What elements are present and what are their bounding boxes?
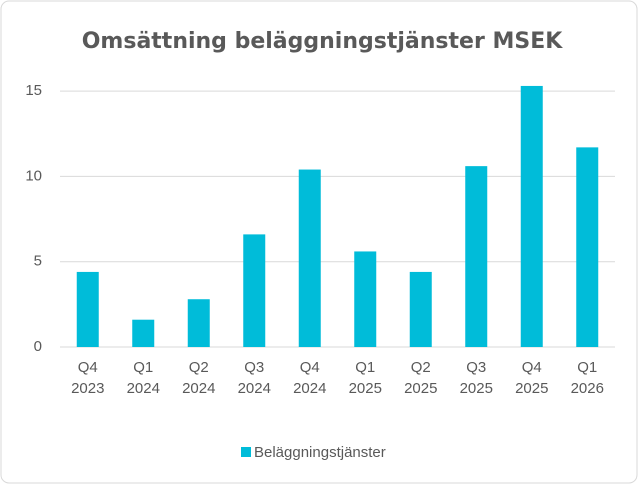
bar (187, 299, 210, 347)
bar (132, 319, 155, 347)
x-tick-label: Q4 (522, 359, 542, 376)
y-tick-label: 0 (34, 338, 42, 355)
x-tick-label: Q2 (411, 359, 431, 376)
y-tick-label: 15 (25, 82, 42, 99)
x-tick-label: 2025 (460, 380, 493, 397)
chart-title: Omsättning beläggningstjänster MSEK (82, 29, 564, 54)
x-tick-label: 2024 (182, 380, 215, 397)
bar (76, 271, 99, 347)
x-tick-label: Q4 (300, 359, 320, 376)
x-tick-label: Q4 (78, 359, 98, 376)
legend-label: Beläggningstjänster (254, 444, 386, 461)
bar (298, 169, 321, 347)
x-tick-label: 2024 (127, 380, 160, 397)
x-tick-label: Q3 (466, 359, 486, 376)
x-tick-label: 2026 (571, 380, 604, 397)
bar (576, 147, 599, 347)
bar (354, 251, 377, 347)
x-tick-label: Q1 (133, 359, 153, 376)
bar (409, 271, 432, 347)
y-tick-label: 5 (34, 253, 42, 270)
bar (520, 85, 543, 347)
x-tick-label: Q1 (355, 359, 375, 376)
x-tick-label: 2025 (515, 380, 548, 397)
x-tick-label: Q1 (577, 359, 597, 376)
x-tick-label: Q2 (189, 359, 209, 376)
x-tick-label: 2024 (293, 380, 326, 397)
bar (465, 166, 488, 347)
x-tick-label: 2023 (71, 380, 104, 397)
y-tick-label: 10 (25, 167, 42, 184)
x-tick-label: 2025 (349, 380, 382, 397)
legend-swatch (241, 447, 251, 457)
x-tick-label: Q3 (244, 359, 264, 376)
bar (243, 234, 266, 347)
x-tick-label: 2025 (404, 380, 437, 397)
x-tick-label: 2024 (238, 380, 271, 397)
